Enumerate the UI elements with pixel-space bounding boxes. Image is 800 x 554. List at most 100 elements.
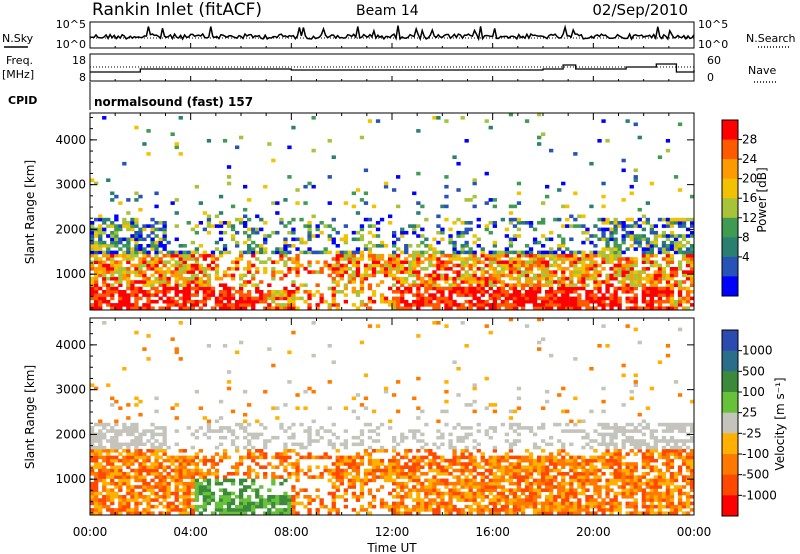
power-cell — [428, 299, 433, 304]
velocity-cell — [436, 491, 441, 496]
velocity-cell — [436, 455, 441, 460]
power-cell — [681, 280, 687, 284]
velocity-cell — [102, 475, 107, 479]
power-cell — [412, 227, 417, 232]
velocity-cell — [581, 491, 586, 496]
velocity-cell — [158, 478, 163, 483]
velocity-cell — [154, 409, 159, 414]
velocity-cell — [267, 511, 272, 515]
power-cell — [593, 244, 598, 248]
velocity-cell — [178, 495, 183, 499]
power-cell — [504, 234, 509, 238]
y-tick-label: 4000 — [55, 133, 86, 147]
station-title: Rankin Inlet (fitACF) — [92, 0, 262, 20]
power-cell — [669, 306, 675, 310]
velocity-cell — [158, 485, 163, 489]
power-cell — [440, 260, 445, 264]
power-cell — [392, 250, 397, 255]
velocity-cell — [122, 501, 127, 506]
velocity-cell — [150, 491, 155, 496]
velocity-cell — [178, 511, 183, 515]
power-cell — [589, 276, 594, 281]
velocity-cell — [537, 462, 542, 466]
velocity-cell — [174, 465, 179, 469]
velocity-cell — [516, 462, 522, 466]
power-cell — [110, 260, 115, 264]
power-cell — [569, 253, 574, 258]
power-cell — [291, 237, 296, 242]
power-cell — [206, 263, 212, 268]
velocity-cell — [609, 435, 614, 440]
velocity-cell — [420, 455, 425, 460]
velocity-cell — [464, 498, 469, 502]
power-cell — [545, 303, 550, 307]
power-cell — [218, 293, 224, 297]
velocity-cell — [456, 511, 461, 515]
power-cell — [508, 276, 514, 281]
velocity-cell — [629, 422, 634, 427]
power-cell — [593, 263, 598, 268]
velocity-cell — [150, 462, 155, 466]
velocity-cell — [263, 389, 268, 394]
power-cell — [653, 280, 658, 284]
power-cell — [428, 253, 433, 258]
power-cell — [396, 263, 401, 268]
velocity-cell — [363, 406, 369, 410]
power-cell — [557, 290, 562, 294]
velocity-cell — [166, 445, 171, 450]
velocity-cell — [194, 465, 199, 469]
velocity-cell — [230, 439, 236, 443]
power-cell — [271, 230, 276, 235]
velocity-cell — [226, 455, 232, 460]
velocity-cell — [504, 478, 509, 483]
power-cell — [134, 240, 139, 245]
power-cell — [633, 306, 638, 310]
power-cell — [657, 263, 663, 268]
power-cell — [275, 247, 280, 251]
velocity-cell — [520, 491, 526, 496]
power-cell — [637, 217, 642, 222]
velocity-cell — [190, 481, 195, 486]
power-cell — [516, 276, 522, 281]
power-cell — [464, 273, 469, 278]
velocity-cell — [198, 488, 203, 492]
velocity-cell — [235, 495, 240, 499]
power-cell — [247, 237, 252, 242]
power-cell — [98, 244, 103, 248]
velocity-cell — [235, 422, 240, 427]
velocity-cell — [359, 508, 365, 512]
velocity-cell — [275, 501, 280, 506]
velocity-cell — [396, 472, 401, 476]
power-cell — [416, 306, 421, 310]
velocity-cell — [243, 478, 248, 483]
velocity-cell — [371, 409, 377, 414]
velocity-cell — [500, 495, 505, 499]
velocity-cell — [263, 472, 268, 476]
velocity-cell — [190, 498, 195, 502]
power-cell — [690, 224, 695, 228]
velocity-cell — [315, 439, 320, 443]
velocity-cell — [146, 429, 151, 433]
power-cell — [150, 257, 155, 261]
velocity-cell — [633, 508, 638, 512]
velocity-cell — [239, 491, 244, 496]
power-cell — [271, 276, 276, 281]
velocity-cell — [146, 508, 151, 512]
power-cell — [641, 283, 646, 287]
power-cell — [629, 273, 634, 278]
power-cell — [118, 306, 123, 310]
velocity-cell — [621, 429, 626, 433]
power-cell — [130, 303, 135, 307]
velocity-cell — [283, 498, 288, 502]
velocity-cell — [146, 498, 151, 502]
power-cell — [118, 276, 123, 281]
velocity-cell — [251, 504, 256, 509]
power-cell — [154, 221, 159, 225]
power-cell — [194, 293, 199, 297]
velocity-cell — [645, 465, 650, 469]
power-cell — [190, 267, 195, 271]
velocity-cell — [537, 468, 542, 473]
velocity-cell — [549, 501, 554, 506]
power-cell — [561, 273, 566, 278]
power-cell — [524, 244, 530, 248]
